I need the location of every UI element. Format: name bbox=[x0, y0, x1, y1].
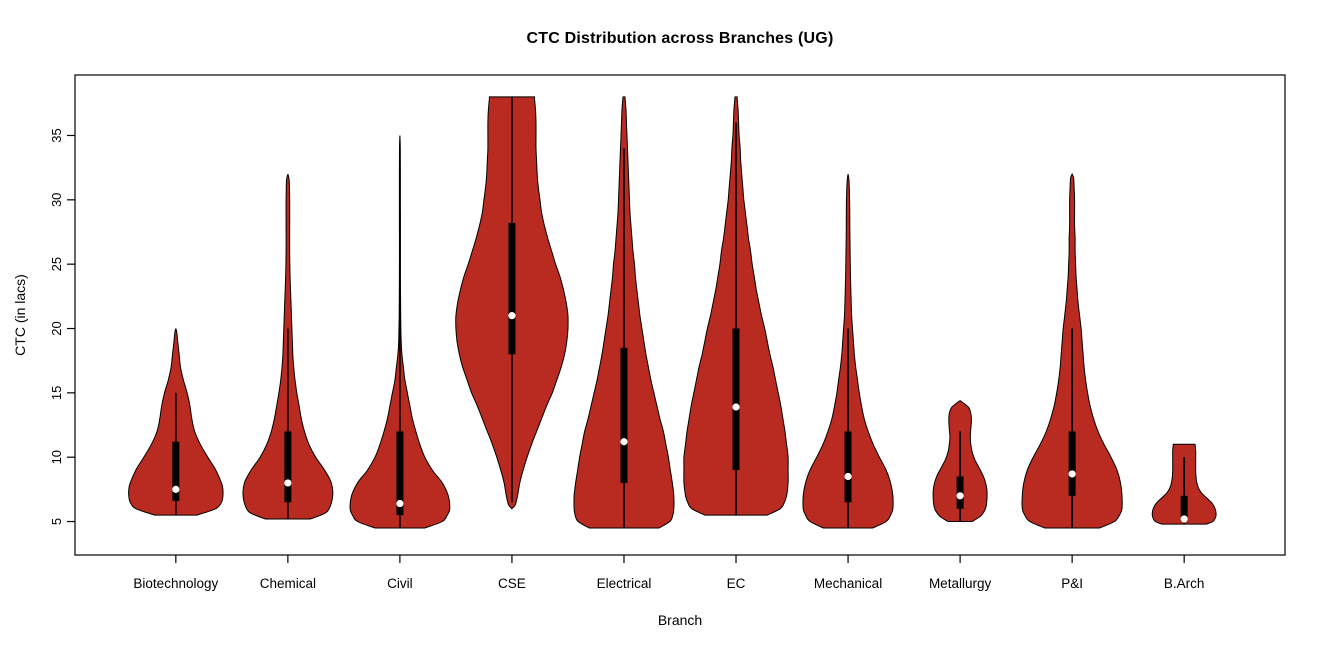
x-tick-label: Biotechnology bbox=[133, 576, 218, 591]
iqr-box bbox=[844, 431, 852, 503]
median-dot bbox=[732, 403, 740, 411]
violin-civil bbox=[349, 135, 451, 529]
violin-mechanical bbox=[802, 173, 894, 529]
violin-ec bbox=[683, 96, 789, 516]
iqr-box bbox=[284, 431, 292, 503]
median-dot bbox=[396, 499, 404, 508]
x-tick-label: B.Arch bbox=[1164, 576, 1205, 591]
median-dot bbox=[508, 312, 516, 320]
y-tick-label: 5 bbox=[49, 518, 64, 525]
violin-b-arch bbox=[1151, 443, 1217, 525]
iqr-box bbox=[620, 347, 628, 483]
iqr-box bbox=[1180, 495, 1188, 522]
violin-electrical bbox=[573, 96, 675, 529]
median-dot bbox=[1180, 515, 1188, 523]
y-tick-label: 10 bbox=[49, 450, 64, 464]
median-dot bbox=[284, 479, 292, 487]
iqr-box bbox=[508, 222, 516, 355]
chart-title: CTC Distribution across Branches (UG) bbox=[526, 30, 834, 47]
x-tick-label: P&I bbox=[1061, 576, 1083, 591]
iqr-box bbox=[732, 328, 740, 471]
x-tick-label: Chemical bbox=[260, 576, 316, 591]
median-dot bbox=[172, 485, 180, 493]
y-tick-label: 35 bbox=[49, 128, 64, 142]
y-tick-label: 30 bbox=[49, 193, 64, 207]
y-tick-label: 20 bbox=[49, 321, 64, 335]
x-tick-label: EC bbox=[727, 576, 746, 591]
x-tick-label: Electrical bbox=[597, 576, 652, 591]
iqr-box bbox=[1068, 431, 1076, 496]
y-tick-label: 15 bbox=[49, 386, 64, 400]
x-tick-label: Mechanical bbox=[814, 576, 882, 591]
x-axis-label: Branch bbox=[657, 612, 703, 628]
violin-cse bbox=[455, 96, 569, 510]
y-axis-label: CTC (in lacs) bbox=[12, 274, 28, 356]
x-tick-label: CSE bbox=[498, 576, 526, 591]
iqr-box bbox=[172, 441, 180, 501]
x-tick-label: Metallurgy bbox=[929, 576, 992, 591]
median-dot bbox=[1068, 470, 1076, 478]
violin-biotechnology bbox=[128, 328, 224, 516]
violin-metallurgy bbox=[932, 399, 988, 522]
violin-chemical bbox=[242, 173, 334, 520]
x-tick-label: Civil bbox=[387, 576, 413, 591]
y-tick-label: 25 bbox=[49, 257, 64, 271]
iqr-box bbox=[396, 431, 404, 516]
violin-p-i bbox=[1021, 172, 1123, 529]
median-dot bbox=[956, 492, 964, 500]
median-dot bbox=[844, 472, 852, 481]
median-dot bbox=[620, 438, 628, 446]
